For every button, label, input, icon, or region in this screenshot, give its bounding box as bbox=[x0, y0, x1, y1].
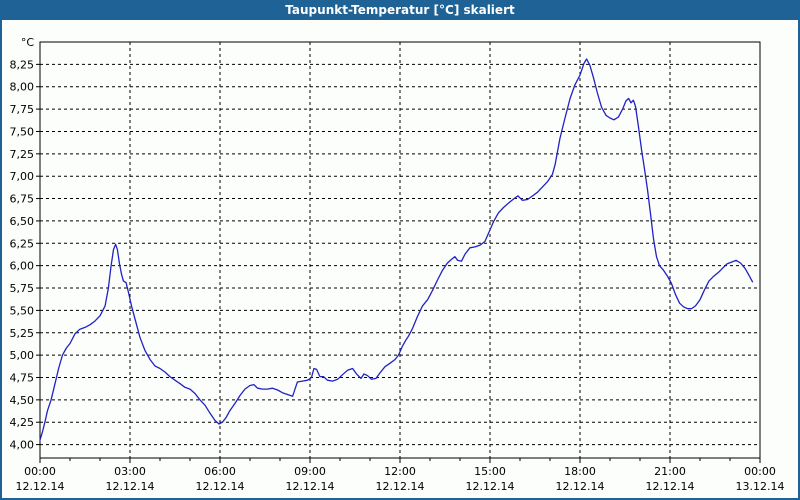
y-tick-label: 7,00 bbox=[10, 170, 35, 183]
x-tick-date-label: 12.12.14 bbox=[466, 480, 515, 493]
x-tick-date-label: 12.12.14 bbox=[16, 480, 65, 493]
x-tick-date-label: 12.12.14 bbox=[196, 480, 245, 493]
x-tick-time-label: 15:00 bbox=[474, 465, 506, 478]
plot-border bbox=[39, 41, 761, 459]
x-tick-time-label: 00:00 bbox=[24, 465, 56, 478]
x-tick-date-label: 12.12.14 bbox=[106, 480, 155, 493]
y-tick-label: 7,75 bbox=[10, 103, 35, 116]
y-tick-label: 7,25 bbox=[10, 148, 35, 161]
y-tick-label: 6,00 bbox=[10, 260, 35, 273]
y-tick-label: 7,50 bbox=[10, 125, 35, 138]
y-tick-label: 5,25 bbox=[10, 327, 35, 340]
x-tick-time-label: 21:00 bbox=[654, 465, 686, 478]
x-tick-time-label: 03:00 bbox=[114, 465, 146, 478]
x-tick-date-label: 12.12.14 bbox=[556, 480, 605, 493]
y-tick-label: 5,00 bbox=[10, 349, 35, 362]
chart-canvas: 4,00 4,25 4,50 4,75 5,00 5,25 5,50 5,75 6,00 6,25… bbox=[10, 36, 785, 493]
y-tick-label: 8,00 bbox=[10, 81, 35, 94]
y-tick-label: 6,25 bbox=[10, 237, 35, 250]
data-line bbox=[39, 58, 754, 441]
y-tick-label: 5,75 bbox=[10, 282, 35, 295]
x-tick-date-label: 13.12.14 bbox=[736, 480, 785, 493]
y-tick-label: 4,00 bbox=[10, 439, 35, 452]
y-tick-label: 6,50 bbox=[10, 215, 35, 228]
y-tick-label: 4,75 bbox=[10, 371, 35, 384]
x-tick-time-label: 18:00 bbox=[564, 465, 596, 478]
y-tick-label: 4,50 bbox=[10, 394, 35, 407]
y-axis-unit-label: °C bbox=[21, 36, 35, 49]
y-tick-label: 6,75 bbox=[10, 193, 35, 206]
y-tick-label: 8,25 bbox=[10, 58, 35, 71]
x-tick-time-label: 06:00 bbox=[204, 465, 236, 478]
x-tick-time-label: 00:00 bbox=[744, 465, 776, 478]
y-tick-label: 4,25 bbox=[10, 416, 35, 429]
chart-title: Taupunkt-Temperatur [°C] skaliert bbox=[285, 3, 515, 17]
x-tick-date-label: 12.12.14 bbox=[286, 480, 335, 493]
x-tick-time-label: 12:00 bbox=[384, 465, 416, 478]
y-tick-label: 5,50 bbox=[10, 304, 35, 317]
x-tick-time-label: 09:00 bbox=[294, 465, 326, 478]
x-tick-date-label: 12.12.14 bbox=[376, 480, 425, 493]
x-tick-date-label: 12.12.14 bbox=[646, 480, 695, 493]
title-bar: Taupunkt-Temperatur [°C] skaliert bbox=[2, 0, 798, 20]
